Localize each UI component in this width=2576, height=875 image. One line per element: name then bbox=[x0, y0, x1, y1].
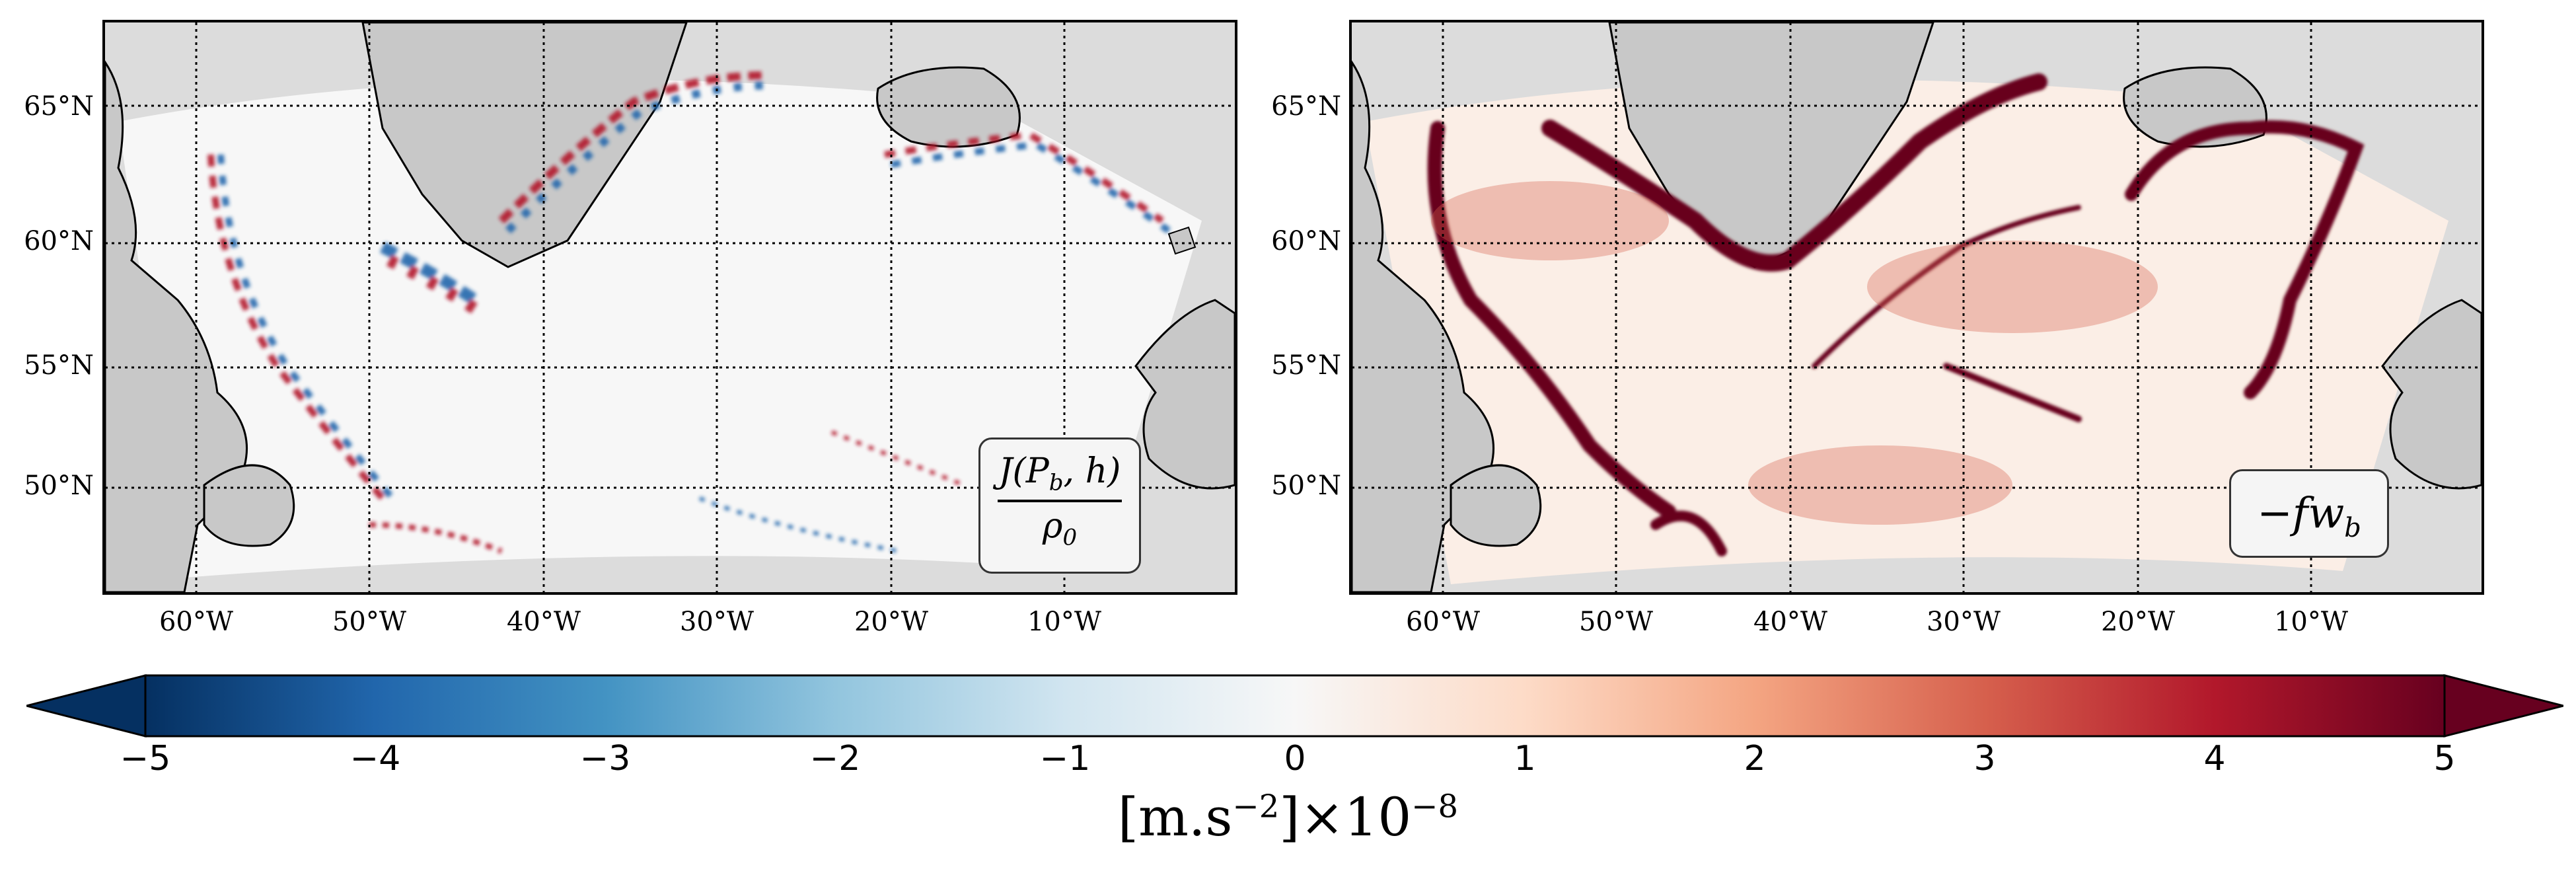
formula-box-fwb: −fwb bbox=[2229, 469, 2389, 558]
lat-label-left-60: 60°N bbox=[24, 226, 94, 256]
colorbar-tick--5: −5 bbox=[120, 739, 171, 779]
map-fwb-field bbox=[1352, 22, 2482, 592]
lat-label-right-60: 60°N bbox=[1271, 226, 1341, 256]
fwb-weak-field bbox=[1431, 181, 2158, 525]
colorbar-tick--2: −2 bbox=[809, 739, 861, 779]
lon-label-right-50w: 50°W bbox=[1578, 607, 1653, 637]
formula-numerator-sub: b bbox=[1049, 469, 1064, 496]
colorbar-gradient bbox=[144, 674, 2446, 738]
labrador-land bbox=[1352, 60, 1494, 592]
map-jebar-field bbox=[105, 22, 1235, 592]
data-domain bbox=[118, 79, 1202, 578]
lon-label-left-20w: 20°W bbox=[854, 607, 928, 637]
lon-label-right-10w: 10°W bbox=[2273, 607, 2348, 637]
lon-label-left-50w: 50°W bbox=[332, 607, 406, 637]
colorbar-svg bbox=[26, 674, 2564, 738]
lat-label-left-50: 50°N bbox=[24, 471, 94, 501]
lon-label-right-40w: 40°W bbox=[1753, 607, 1827, 637]
newfoundland-land bbox=[203, 464, 295, 547]
formula-fwb: −fw bbox=[2257, 489, 2345, 538]
colorbar-tick-5: 5 bbox=[2433, 739, 2456, 779]
lon-label-left-60w: 60°W bbox=[159, 607, 233, 637]
fwb-bands bbox=[1427, 73, 2365, 556]
colorbar-tick--4: −4 bbox=[350, 739, 401, 779]
colorbar-label-main: [m.s bbox=[1117, 786, 1233, 848]
lon-label-left-10w: 10°W bbox=[1027, 607, 1101, 637]
map-panel-jebar: J(Pb, h) ρ0 bbox=[102, 20, 1237, 595]
lon-label-right-60w: 60°W bbox=[1405, 607, 1480, 637]
graticule bbox=[1352, 22, 2482, 592]
data-domain bbox=[1365, 79, 2448, 584]
colorbar-tick-0: 0 bbox=[1284, 739, 1306, 779]
lat-label-right-50: 50°N bbox=[1271, 471, 1341, 501]
map-panel-bottom-stretching: −fwb bbox=[1349, 20, 2484, 595]
formula-box-jebar: J(Pb, h) ρ0 bbox=[978, 438, 1141, 574]
colorbar bbox=[26, 674, 2564, 738]
british-isles-land bbox=[2381, 299, 2482, 490]
colorbar-label-mid: ]×10 bbox=[1279, 786, 1412, 848]
lat-label-right-65: 65°N bbox=[1271, 91, 1341, 122]
jebar-anomalies bbox=[207, 71, 1171, 554]
colorbar-label-exp2: −8 bbox=[1411, 788, 1459, 825]
colorbar-extend-min bbox=[26, 674, 147, 738]
british-isles-land bbox=[1134, 299, 1235, 490]
colorbar-tick-3: 3 bbox=[1973, 739, 1996, 779]
colorbar-label-exp: −2 bbox=[1232, 788, 1280, 825]
colorbar-tick--3: −3 bbox=[579, 739, 631, 779]
colorbar-tick-1: 1 bbox=[1514, 739, 1536, 779]
formula-denominator-sub: 0 bbox=[1062, 524, 1078, 551]
lat-label-right-55: 55°N bbox=[1271, 350, 1341, 381]
colorbar-tick-4: 4 bbox=[2203, 739, 2226, 779]
colorbar-tick-2: 2 bbox=[1744, 739, 1766, 779]
formula-denominator: ρ bbox=[1042, 506, 1063, 547]
lon-label-right-30w: 30°W bbox=[1926, 607, 2001, 637]
lon-label-left-40w: 40°W bbox=[506, 607, 581, 637]
lon-label-left-30w: 30°W bbox=[679, 607, 754, 637]
colorbar-extend-max bbox=[2443, 674, 2564, 738]
colorbar-tick--1: −1 bbox=[1039, 739, 1091, 779]
lat-label-left-55: 55°N bbox=[24, 350, 94, 381]
colorbar-label: [m.s−2]×10−8 bbox=[0, 786, 2576, 848]
greenland-land bbox=[361, 22, 688, 268]
newfoundland-land bbox=[1450, 464, 1542, 547]
formula-fwb-sub: b bbox=[2344, 512, 2361, 543]
graticule bbox=[105, 22, 1235, 592]
lat-label-left-65: 65°N bbox=[24, 91, 94, 122]
faroe-land bbox=[1167, 226, 1196, 255]
formula-numerator-tail: , h) bbox=[1063, 451, 1121, 491]
labrador-land bbox=[105, 60, 248, 592]
lon-label-right-20w: 20°W bbox=[2100, 607, 2175, 637]
formula-numerator: J(P bbox=[998, 451, 1049, 491]
iceland-land bbox=[876, 66, 1021, 148]
